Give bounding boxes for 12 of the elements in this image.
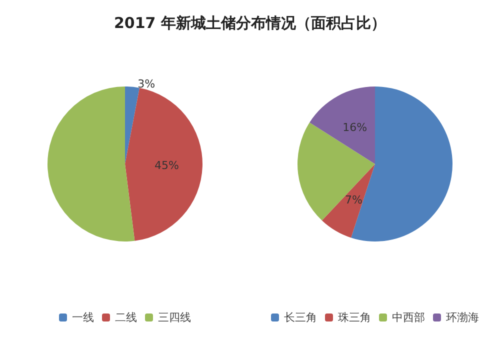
legend-label: 环渤海 xyxy=(446,311,479,324)
text: 2017 年新城土储分布情况（面积占比） xyxy=(113,14,387,33)
data-label: 16% xyxy=(342,120,368,134)
legend-label: 长三角 xyxy=(284,311,317,324)
legend-label: 一线 xyxy=(72,311,94,324)
legend-label: 珠三角 xyxy=(338,311,371,324)
legend-label: 三四线 xyxy=(158,311,191,324)
legend-label: 二线 xyxy=(115,311,137,324)
legend-label: 中西部 xyxy=(392,311,425,324)
data-label: 7% xyxy=(345,193,362,206)
data-label: 45% xyxy=(154,158,179,172)
data-label: 3% xyxy=(138,77,156,90)
